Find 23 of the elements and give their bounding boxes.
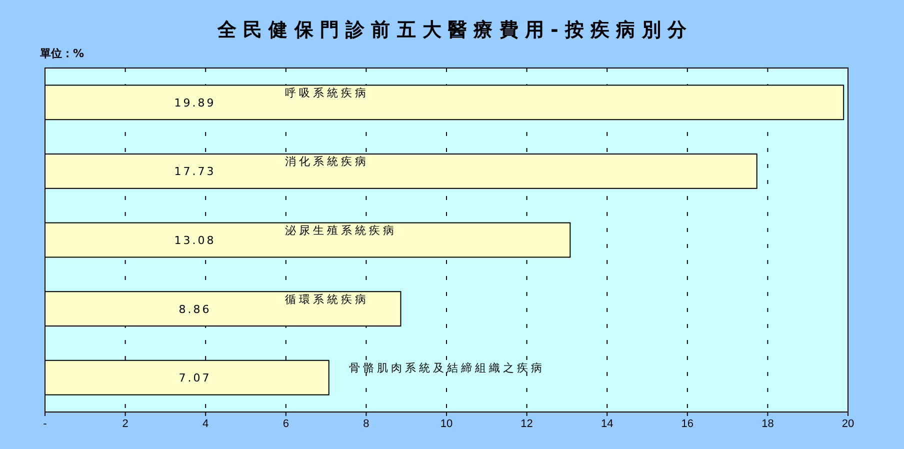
x-tick-label: 18 [762, 418, 774, 430]
x-tick-label: 2 [122, 418, 128, 430]
text: 單位：% [39, 47, 84, 60]
x-tick-label: 14 [600, 418, 614, 430]
y-tick-label: 循環系統疾病 [285, 292, 369, 306]
x-tick-label: 16 [681, 418, 694, 430]
x-tick-label: 6 [282, 418, 289, 430]
y-tick-label: 消化系統疾病 [285, 155, 369, 168]
y-tick-label: 呼吸系統疾病 [285, 86, 369, 100]
x-tick-label: 8 [363, 418, 370, 430]
x-tick-label: 12 [520, 418, 533, 430]
x-tick-label: 20 [842, 418, 854, 430]
x-tick-label: 10 [440, 418, 453, 430]
data-label: 17.73 [174, 165, 216, 178]
data-label: 13.08 [174, 234, 216, 247]
chart-title: 全 民 健 保 門 診 前 五 大 醫 療 費 用 - 按 疾 病 別 分 [216, 19, 688, 41]
data-label: 19.89 [174, 96, 216, 110]
x-tick-label: - [43, 418, 48, 430]
x-tick-label: 4 [202, 418, 209, 430]
y-tick-label: 泌尿生殖系統疾病 [285, 224, 397, 237]
data-label: 7.07 [178, 372, 212, 385]
y-tick-label: 骨骼肌肉系統及結締組織之疾病 [348, 362, 545, 375]
data-label: 8.86 [178, 302, 212, 316]
